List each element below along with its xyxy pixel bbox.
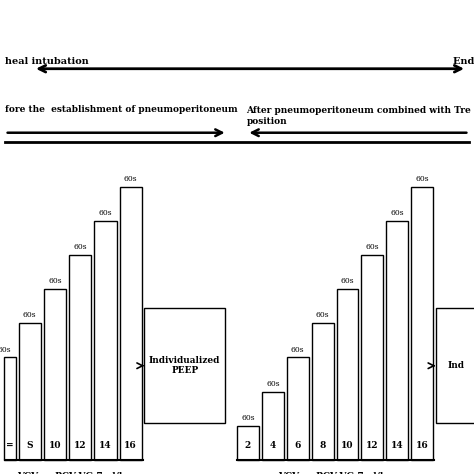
Bar [44,289,66,460]
Text: 60s: 60s [241,414,255,422]
Text: 60s: 60s [266,380,280,388]
Text: VCV or PCV-VG 7ml/kg: VCV or PCV-VG 7ml/kg [17,472,131,474]
Bar [94,221,117,460]
Text: 8: 8 [319,441,326,450]
Bar [436,308,474,423]
Text: 60s: 60s [391,209,404,217]
Bar [287,357,309,460]
Bar [386,221,408,460]
Bar [18,323,41,460]
Text: 60s: 60s [73,243,87,251]
Text: 14: 14 [99,441,112,450]
Text: 6: 6 [294,441,301,450]
Bar [411,187,433,460]
Text: 4: 4 [270,441,276,450]
Text: 12: 12 [74,441,87,450]
Bar [361,255,383,460]
Text: 60s: 60s [415,175,429,183]
Text: 12: 12 [366,441,379,450]
Text: 60s: 60s [316,311,329,319]
Text: S: S [27,441,33,450]
Bar [337,289,358,460]
Text: =: = [6,441,14,450]
Text: 60s: 60s [0,346,11,354]
Text: 10: 10 [341,441,354,450]
Text: 60s: 60s [124,175,137,183]
Text: fore the  establishment of pneumoperitoneum: fore the establishment of pneumoperitone… [5,105,237,113]
Text: Individualized
PEEP: Individualized PEEP [149,356,220,375]
Bar [145,308,225,423]
Text: 60s: 60s [99,209,112,217]
Text: VCV or PCV-VG 7ml/kg: VCV or PCV-VG 7ml/kg [279,472,393,474]
Text: 60s: 60s [365,243,379,251]
Bar [4,357,16,460]
Text: After pneumoperitoneum combined with Tre
position: After pneumoperitoneum combined with Tre… [246,107,471,126]
Bar [311,323,334,460]
Text: 60s: 60s [341,277,354,285]
Text: heal intubation: heal intubation [5,57,89,66]
Text: 60s: 60s [23,311,36,319]
Text: 2: 2 [245,441,251,450]
Text: End of e: End of e [453,57,474,66]
Text: 60s: 60s [291,346,304,354]
Text: 10: 10 [49,441,61,450]
Bar [69,255,91,460]
Text: 60s: 60s [48,277,62,285]
Bar [262,392,284,460]
Text: 16: 16 [124,441,137,450]
Bar [119,187,142,460]
Text: Ind: Ind [447,361,465,370]
Bar [237,426,259,460]
Text: 14: 14 [391,441,403,450]
Text: 16: 16 [416,441,428,450]
